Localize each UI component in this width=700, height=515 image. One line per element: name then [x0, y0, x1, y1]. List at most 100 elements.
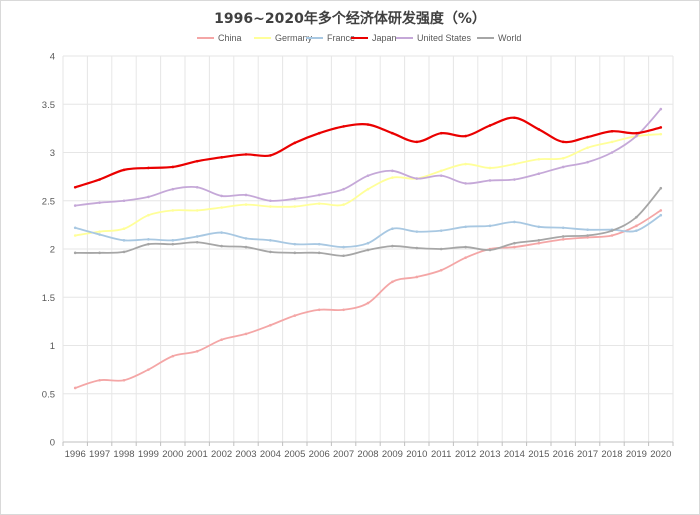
x-tick-label: 2006	[309, 449, 330, 460]
data-point-united-states	[635, 134, 638, 138]
x-tick-label: 2013	[479, 449, 500, 460]
data-point-world	[147, 242, 150, 246]
x-tick-label: 2000	[162, 449, 183, 460]
data-point-germany	[195, 209, 199, 212]
series-line-world	[74, 187, 662, 257]
data-point-china	[317, 308, 321, 312]
legend-label: United States	[417, 33, 472, 43]
data-point-united-states	[561, 165, 565, 169]
data-point-united-states	[488, 179, 492, 182]
data-point-germany	[269, 205, 272, 208]
data-point-germany	[122, 227, 126, 231]
data-point-china	[73, 386, 77, 390]
data-point-japan	[244, 153, 248, 156]
x-tick-label: 2018	[601, 449, 622, 460]
data-point-japan	[269, 154, 272, 157]
data-point-france	[586, 228, 589, 231]
data-point-france	[415, 230, 419, 233]
data-point-china	[220, 338, 223, 342]
data-point-world	[122, 250, 126, 254]
data-point-china	[391, 280, 394, 284]
x-tick-label: 2016	[553, 449, 574, 460]
data-point-china	[171, 354, 175, 358]
data-point-france	[537, 225, 541, 229]
data-point-world	[610, 229, 614, 232]
data-point-germany	[293, 205, 297, 208]
data-point-china	[195, 349, 199, 353]
x-tick-label: 2015	[528, 449, 549, 460]
data-point-world	[98, 251, 101, 255]
data-point-japan	[537, 128, 541, 131]
data-point-france	[122, 239, 126, 242]
data-point-world	[537, 239, 541, 242]
data-point-china	[366, 301, 370, 305]
data-point-united-states	[513, 178, 516, 181]
data-point-world	[415, 246, 419, 250]
data-point-united-states	[610, 151, 614, 154]
data-point-world	[391, 244, 394, 248]
legend-item-united-states: United States	[396, 33, 472, 43]
data-point-germany	[98, 230, 101, 233]
data-point-japan	[293, 141, 297, 145]
data-point-japan	[122, 168, 126, 172]
data-point-france	[244, 237, 248, 240]
data-point-france	[561, 226, 565, 230]
data-point-world	[342, 254, 345, 258]
x-tick-label: 2002	[211, 449, 232, 460]
x-tick-label: 2017	[577, 449, 598, 460]
legend-item-japan: Japan	[351, 33, 397, 43]
data-point-united-states	[98, 201, 101, 204]
data-point-germany	[147, 213, 150, 217]
data-point-china	[269, 323, 272, 327]
data-point-france	[366, 241, 370, 245]
data-point-france	[73, 226, 77, 230]
data-point-china	[244, 332, 248, 336]
legend-label: World	[498, 33, 521, 43]
data-point-japan	[659, 126, 663, 129]
data-point-united-states	[659, 107, 663, 111]
data-point-united-states	[122, 199, 126, 203]
y-tick-label: 3	[50, 148, 55, 159]
data-point-germany	[366, 187, 370, 191]
data-point-united-states	[464, 182, 467, 185]
x-tick-label: 1997	[89, 449, 110, 460]
data-point-germany	[610, 140, 614, 144]
data-point-world	[366, 248, 370, 252]
data-point-germany	[513, 162, 516, 166]
data-point-united-states	[342, 187, 345, 191]
data-point-world	[171, 242, 175, 246]
data-point-china	[147, 368, 150, 371]
data-point-germany	[342, 203, 345, 206]
data-point-world	[513, 241, 516, 245]
data-point-united-states	[293, 197, 297, 201]
data-point-japan	[317, 131, 321, 135]
x-tick-label: 2003	[235, 449, 256, 460]
data-point-japan	[366, 123, 370, 126]
data-point-united-states	[269, 199, 272, 203]
y-tick-label: 2.5	[42, 196, 55, 207]
data-point-france	[391, 227, 394, 231]
series-united-states	[73, 107, 663, 207]
data-point-united-states	[366, 174, 370, 177]
data-point-germany	[244, 203, 248, 206]
x-tick-label: 1998	[113, 449, 134, 460]
data-point-germany	[659, 132, 663, 136]
data-point-world	[439, 247, 443, 251]
data-point-china	[98, 378, 101, 382]
data-point-united-states	[415, 177, 419, 180]
data-point-world	[244, 245, 248, 249]
data-point-china	[439, 268, 443, 272]
data-point-france	[171, 239, 175, 242]
data-point-france	[439, 229, 443, 232]
data-point-japan	[342, 125, 345, 128]
data-point-world	[586, 234, 589, 237]
data-point-china	[122, 378, 126, 382]
y-tick-label: 1	[50, 341, 55, 352]
data-point-japan	[610, 129, 614, 133]
x-tick-label: 2010	[406, 449, 427, 460]
data-point-germany	[586, 146, 589, 149]
data-point-united-states	[171, 187, 175, 191]
data-point-germany	[464, 162, 467, 166]
data-point-france	[195, 235, 199, 238]
